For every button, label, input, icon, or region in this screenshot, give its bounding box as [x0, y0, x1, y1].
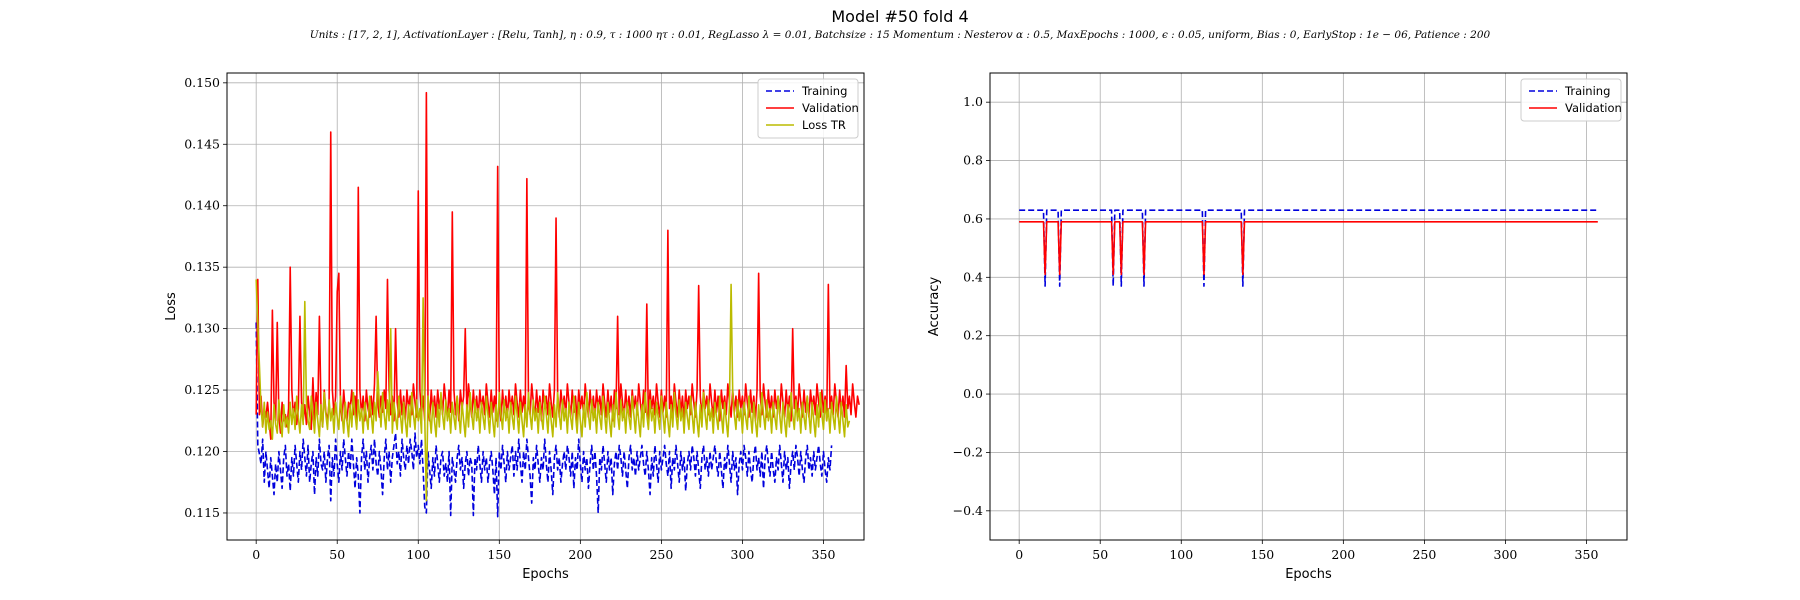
- loss-xtick-label: 200: [568, 547, 592, 562]
- accuracy-series-training: [1019, 209, 1598, 287]
- accuracy-ylabel: Accuracy: [927, 277, 942, 337]
- loss-ylabel: Loss: [164, 292, 179, 321]
- accuracy-chart: 0 50 100 150 200 250 300 350 −0.4 −0.2 0.0 0.2 0.4 0.…: [927, 72, 1628, 582]
- accuracy-legend: Training Validation: [1520, 78, 1622, 122]
- loss-legend: Training Validation Loss TR: [757, 78, 859, 139]
- loss-xtick-label: 350: [812, 547, 836, 562]
- loss-xtick-label: 250: [649, 547, 673, 562]
- loss-ytick-label: 0.115: [184, 505, 220, 520]
- loss-xtick-label: 100: [406, 547, 430, 562]
- loss-ytick-label: 0.125: [184, 382, 220, 397]
- loss-ytick-label: 0.130: [184, 321, 220, 336]
- accuracy-xtick-label: 150: [1250, 547, 1274, 562]
- loss-ytick-label: 0.150: [184, 75, 220, 90]
- accuracy-xlabel: Epochs: [1285, 567, 1332, 582]
- accuracy-series-validation: [1019, 221, 1598, 276]
- accuracy-legend-label: Training: [1564, 84, 1610, 98]
- loss-legend-label: Training: [801, 84, 847, 98]
- accuracy-xtick-label: 50: [1092, 547, 1108, 562]
- accuracy-axes-frame: [989, 72, 1628, 541]
- accuracy-ytick-label: 0.4: [963, 269, 983, 284]
- accuracy-xtick-label: 300: [1494, 547, 1518, 562]
- accuracy-legend-label: Validation: [1565, 101, 1622, 115]
- accuracy-xtick-label: 100: [1169, 547, 1193, 562]
- loss-chart: 0 50 100 150 200 250 300 350 0.115 0.120 0.125 0.13…: [164, 72, 865, 582]
- accuracy-ytick-label: 1.0: [963, 94, 983, 109]
- accuracy-ytick-label: 0.0: [963, 386, 983, 401]
- loss-ytick-label: 0.135: [184, 259, 220, 274]
- accuracy-ytick-label: −0.4: [953, 503, 983, 518]
- loss-ytick-label: 0.140: [184, 198, 220, 213]
- accuracy-xtick-label: 250: [1412, 547, 1436, 562]
- accuracy-ytick-label: 0.6: [963, 211, 983, 226]
- loss-legend-label: Loss TR: [802, 118, 846, 132]
- accuracy-legend-box: [1520, 78, 1622, 122]
- loss-ytick-label: 0.145: [184, 136, 220, 151]
- loss-ytick-label: 0.120: [184, 444, 220, 459]
- loss-xlabel: Epochs: [522, 567, 569, 582]
- loss-series-loss-tr: [255, 279, 851, 502]
- accuracy-ytick-label: 0.8: [963, 153, 983, 168]
- loss-xtick-label: 0: [252, 547, 260, 562]
- accuracy-ytick-label: −0.2: [953, 444, 983, 459]
- figure-title: Model #50 fold 4: [831, 7, 969, 26]
- loss-axes-frame: [226, 72, 865, 541]
- loss-legend-box: [757, 78, 859, 139]
- accuracy-xtick-label: 200: [1331, 547, 1355, 562]
- figure-subtitle: Units : [17, 2, 1], ActivationLayer : [R…: [309, 29, 1491, 41]
- accuracy-xtick-label: 350: [1575, 547, 1599, 562]
- loss-xtick-label: 300: [731, 547, 755, 562]
- accuracy-ytick-label: 0.2: [963, 328, 983, 343]
- loss-series-training: [255, 322, 833, 518]
- accuracy-xtick-label: 0: [1015, 547, 1023, 562]
- loss-xtick-label: 50: [329, 547, 345, 562]
- loss-legend-label: Validation: [802, 101, 859, 115]
- accuracy-plot-area: [990, 73, 1627, 540]
- loss-xtick-label: 150: [487, 547, 511, 562]
